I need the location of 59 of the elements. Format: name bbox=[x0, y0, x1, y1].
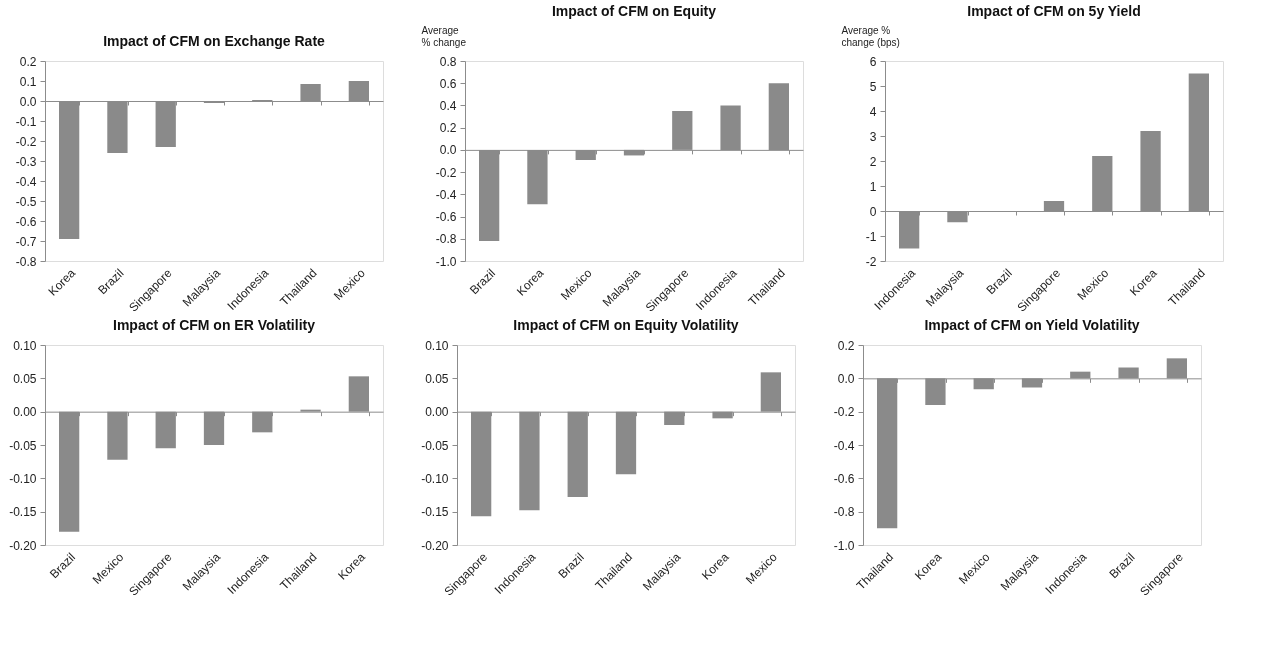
y-tick-label: -0.4 bbox=[435, 187, 457, 202]
y-tick-label: -1 bbox=[865, 229, 877, 244]
y-tick-label: 0.8 bbox=[439, 54, 457, 69]
y-tick-label: 0.00 bbox=[13, 405, 37, 420]
y-tick-label: 0.00 bbox=[425, 405, 449, 420]
y-tick-label: 0.05 bbox=[13, 371, 37, 386]
y-axis-title: Average % change (bps) bbox=[841, 24, 900, 48]
y-tick-label: -0.7 bbox=[15, 234, 37, 249]
y-tick-label: 0.4 bbox=[439, 98, 457, 113]
y-tick-label: -0.20 bbox=[9, 538, 37, 553]
y-tick-label: -0.6 bbox=[15, 214, 37, 229]
y-tick-label: -2 bbox=[865, 254, 877, 269]
y-tick-label: 0.6 bbox=[439, 76, 457, 91]
chart-title: Impact of CFM on Equity bbox=[551, 3, 717, 19]
y-tick-label: -0.8 bbox=[15, 254, 37, 269]
y-tick-label: -0.6 bbox=[435, 210, 457, 225]
y-tick-label: 0.0 bbox=[439, 143, 457, 158]
chart-title: Impact of CFM on Yield Volatility bbox=[924, 317, 1140, 333]
y-tick-label: -0.2 bbox=[15, 134, 37, 149]
y-tick-label: 0.05 bbox=[425, 371, 449, 386]
chart-title: Impact of CFM on Equity Volatility bbox=[513, 317, 739, 333]
y-tick-label: -0.10 bbox=[9, 471, 37, 486]
y-tick-label: 6 bbox=[869, 54, 877, 69]
y-axis-title: Average % change bbox=[421, 24, 467, 48]
y-tick-label: -0.1 bbox=[15, 114, 37, 129]
y-tick-label: -0.3 bbox=[15, 154, 37, 169]
y-tick-label: 4 bbox=[869, 104, 877, 119]
y-tick-label: -1.0 bbox=[435, 254, 457, 269]
y-tick-label: 0.10 bbox=[13, 338, 37, 353]
y-tick-label: -0.05 bbox=[421, 438, 449, 453]
y-tick-label: 5 bbox=[869, 79, 877, 94]
y-tick-label: -0.15 bbox=[9, 505, 37, 520]
y-tick-label: -0.10 bbox=[421, 471, 449, 486]
y-tick-label: 0.0 bbox=[19, 94, 37, 109]
y-tick-label: -0.05 bbox=[9, 438, 37, 453]
chart-title: Impact of CFM on 5y Yield bbox=[967, 3, 1141, 19]
y-tick-label: 0.2 bbox=[837, 338, 855, 353]
y-tick-label: 0.2 bbox=[19, 54, 37, 69]
y-tick-label: -0.15 bbox=[421, 505, 449, 520]
y-tick-label: 0.0 bbox=[837, 371, 855, 386]
y-tick-label: 2 bbox=[869, 154, 877, 169]
y-tick-label: -0.5 bbox=[15, 194, 37, 209]
y-tick-label: -0.6 bbox=[833, 471, 855, 486]
chart-title: Impact of CFM on ER Volatility bbox=[113, 317, 316, 333]
y-tick-label: 0.1 bbox=[19, 74, 37, 89]
y-tick-label: -1.0 bbox=[833, 538, 855, 553]
y-tick-label: 0.2 bbox=[439, 121, 457, 136]
y-tick-label: -0.2 bbox=[833, 405, 855, 420]
chart-title: Impact of CFM on Exchange Rate bbox=[103, 33, 326, 49]
y-tick-label: -0.2 bbox=[435, 165, 457, 180]
y-tick-label: -0.4 bbox=[833, 438, 855, 453]
y-tick-label: -0.4 bbox=[15, 174, 37, 189]
y-tick-label: -0.8 bbox=[833, 505, 855, 520]
y-tick-label: 0 bbox=[869, 204, 877, 219]
y-tick-label: 0.10 bbox=[425, 338, 449, 353]
y-tick-label: 3 bbox=[869, 129, 877, 144]
y-tick-label: -0.20 bbox=[421, 538, 449, 553]
y-tick-label: -0.8 bbox=[435, 232, 457, 247]
y-tick-label: 1 bbox=[869, 179, 877, 194]
